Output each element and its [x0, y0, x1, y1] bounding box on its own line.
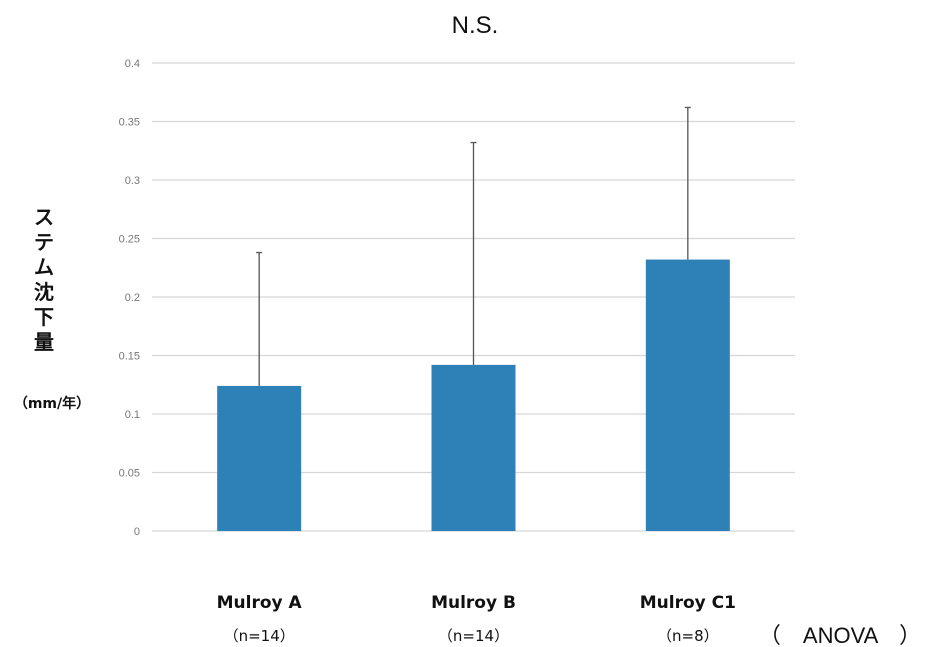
- y-tick-label: 0.2: [125, 292, 140, 304]
- category-labels: Mulroy A （n=14） Mulroy B （n=14） Mulroy C1 （n=…: [217, 593, 736, 645]
- sample-size-label: （n=8）: [657, 627, 719, 645]
- y-tick-label: 0.4: [125, 58, 140, 70]
- bar: [431, 364, 516, 531]
- bar: [217, 385, 302, 531]
- y-tick-label: 0.05: [119, 468, 140, 480]
- y-tick-label: 0.3: [125, 175, 140, 187]
- bars: [217, 259, 730, 531]
- y-tick-label: 0.15: [119, 351, 140, 363]
- chart-title: N.S.: [452, 12, 499, 39]
- error-bars: [256, 106, 691, 386]
- x-category-label: Mulroy A: [217, 593, 303, 613]
- y-axis-ticks: 0 0.05 0.1 0.15 0.2 0.25 0.3 0.35 0.4: [119, 58, 140, 538]
- bar: [645, 259, 730, 531]
- x-category-label: Mulroy B: [431, 593, 516, 613]
- y-axis-title: ステム沈下量: [34, 205, 54, 354]
- y-axis-label: ステム沈下量: [34, 205, 54, 354]
- test-note: （ ANOVA ）: [759, 623, 921, 647]
- sample-size-label: （n=14）: [438, 627, 509, 645]
- y-axis-unit: （mm/年）: [14, 395, 90, 412]
- y-tick-label: 0: [134, 526, 140, 538]
- x-category-label: Mulroy C1: [640, 593, 736, 613]
- y-tick-label: 0.1: [125, 409, 140, 421]
- sample-size-label: （n=14）: [224, 627, 295, 645]
- y-tick-label: 0.35: [119, 117, 140, 129]
- y-tick-label: 0.25: [119, 234, 140, 246]
